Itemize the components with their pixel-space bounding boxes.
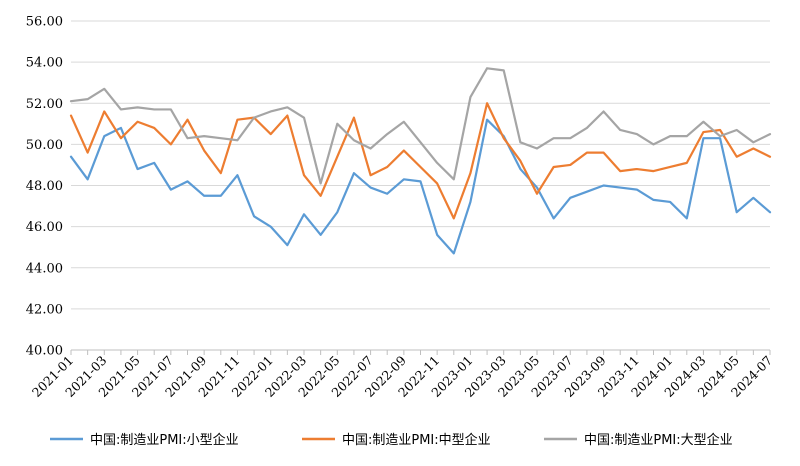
series-line-1 [69, 118, 772, 255]
x-axis-ticks: 2021-012021-032021-052021-072021-092021-… [29, 353, 775, 400]
y-tick-label: 48.00 [26, 179, 63, 194]
series-lines [69, 67, 772, 255]
legend: 中国:制造业PMI:小型企业 中国:制造业PMI:中型企业 中国:制造业PMI:大型… [50, 432, 733, 448]
gridlines [71, 20, 770, 310]
y-tick-label: 44.00 [26, 261, 63, 276]
series-line-3 [69, 67, 772, 185]
y-tick-label: 42.00 [26, 302, 63, 317]
legend-label-2: 中国:制造业PMI:中型企业 [342, 432, 491, 448]
y-tick-label: 46.00 [26, 220, 63, 235]
y-axis-ticks: 40.00 42.00 44.00 46.00 48.00 50.00 52.00 54.00… [26, 15, 63, 359]
y-tick-label: 54.00 [26, 56, 63, 71]
y-tick-label: 56.00 [26, 15, 63, 30]
series-line-2 [69, 102, 772, 220]
y-tick-label: 50.00 [26, 138, 63, 153]
y-tick-label: 52.00 [26, 97, 63, 112]
legend-label-1: 中国:制造业PMI:小型企业 [90, 432, 239, 448]
axes [70, 349, 771, 355]
legend-label-3: 中国:制造业PMI:大型企业 [584, 432, 733, 448]
y-tick-label: 40.00 [26, 344, 63, 359]
